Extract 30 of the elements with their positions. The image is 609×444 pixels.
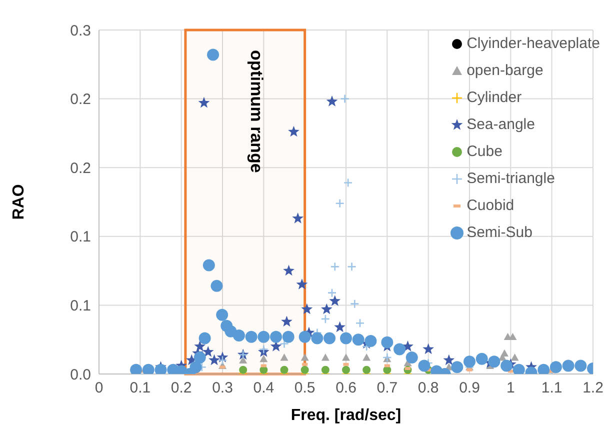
- legend-label: Cylinder: [466, 89, 522, 106]
- x-tick-label: 0.8: [418, 380, 439, 397]
- x-tick-label: 0.5: [294, 380, 316, 397]
- y-axis-title: RAO: [10, 184, 28, 220]
- x-tick-label: 0.1: [130, 380, 151, 397]
- legend-label: Semi-triangle: [466, 170, 555, 187]
- y-tick-label: 0.3: [70, 22, 91, 40]
- x-axis-title: Freq. [rad/sec]: [290, 407, 402, 424]
- legend-label: Sea-angle: [466, 116, 535, 133]
- y-tick-label: 0.1: [70, 298, 91, 315]
- y-tick-label: 0.2: [70, 160, 91, 177]
- x-tick-label: 0.2: [170, 380, 192, 397]
- x-tick-label: 1.2: [582, 380, 604, 397]
- band-label: optimum range: [247, 50, 266, 173]
- legend-label: open-barge: [466, 62, 544, 79]
- x-tick-label: 0.6: [336, 380, 356, 397]
- x-tick-label: 0.7: [376, 380, 398, 397]
- y-tick-label: 0.1: [70, 228, 91, 246]
- x-tick-label: 1.1: [541, 380, 562, 397]
- legend-label: Cube: [466, 143, 502, 160]
- x-tick-label: 0.4: [253, 380, 274, 397]
- x-tick-label: 0: [94, 380, 104, 397]
- x-tick-label: 0.3: [212, 380, 233, 397]
- x-tick-label: 1: [506, 380, 515, 397]
- legend-label: Clyinder-heaveplate: [466, 35, 600, 52]
- y-tick-label: 0.2: [70, 91, 91, 108]
- legend-label: Cuobid: [466, 197, 514, 214]
- legend-label: Semi-Sub: [466, 224, 532, 241]
- x-tick-label: 0.9: [459, 380, 480, 397]
- y-tick-label: 0.0: [70, 366, 91, 384]
